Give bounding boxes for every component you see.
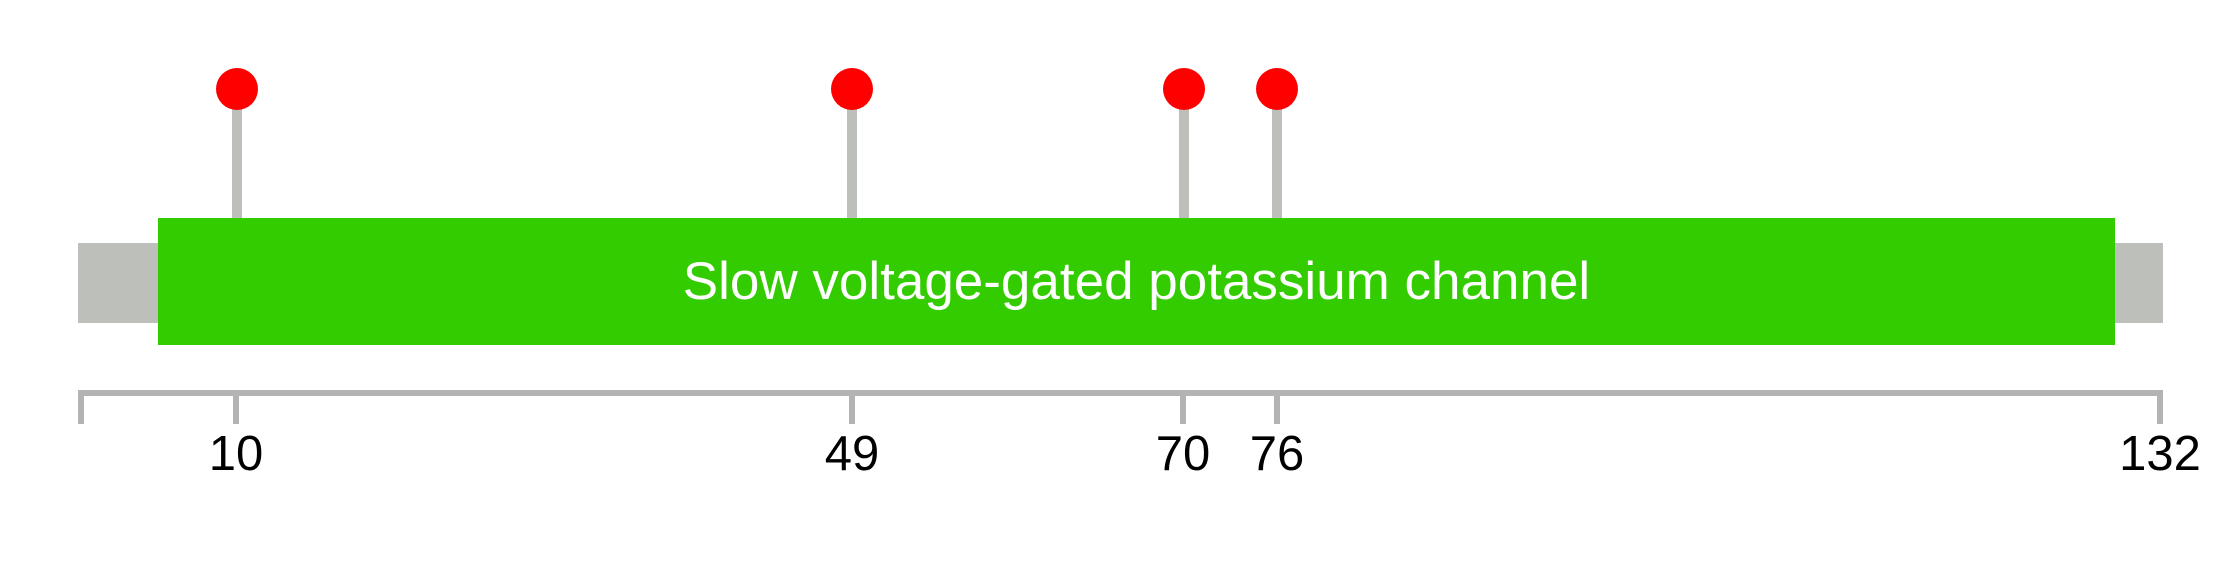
axis-tick xyxy=(233,390,239,424)
lollipop-stem xyxy=(1179,89,1189,218)
lollipop-stem xyxy=(1272,89,1282,218)
axis-tick-label: 132 xyxy=(2119,427,2201,481)
lollipop-head-icon[interactable] xyxy=(1163,68,1205,110)
axis-tick xyxy=(78,390,84,424)
axis-line xyxy=(78,390,2163,396)
lollipop-stem xyxy=(847,89,857,218)
domain-label: Slow voltage-gated potassium channel xyxy=(682,252,1591,311)
axis-tick-label: 49 xyxy=(824,427,880,481)
axis-tick-label: 70 xyxy=(1155,427,1211,481)
axis-tick xyxy=(1180,390,1186,424)
lollipop-head-icon[interactable] xyxy=(831,68,873,110)
lollipop-stem xyxy=(232,89,242,218)
axis-tick-label: 10 xyxy=(208,427,264,481)
axis-tick xyxy=(2157,390,2163,424)
lollipop-head-icon[interactable] xyxy=(1256,68,1298,110)
domain-region[interactable]: Slow voltage-gated potassium channel xyxy=(158,218,2115,345)
axis-tick xyxy=(1274,390,1280,424)
lollipop-head-icon[interactable] xyxy=(216,68,258,110)
axis-tick-label: 76 xyxy=(1249,427,1305,481)
axis-tick xyxy=(849,390,855,424)
